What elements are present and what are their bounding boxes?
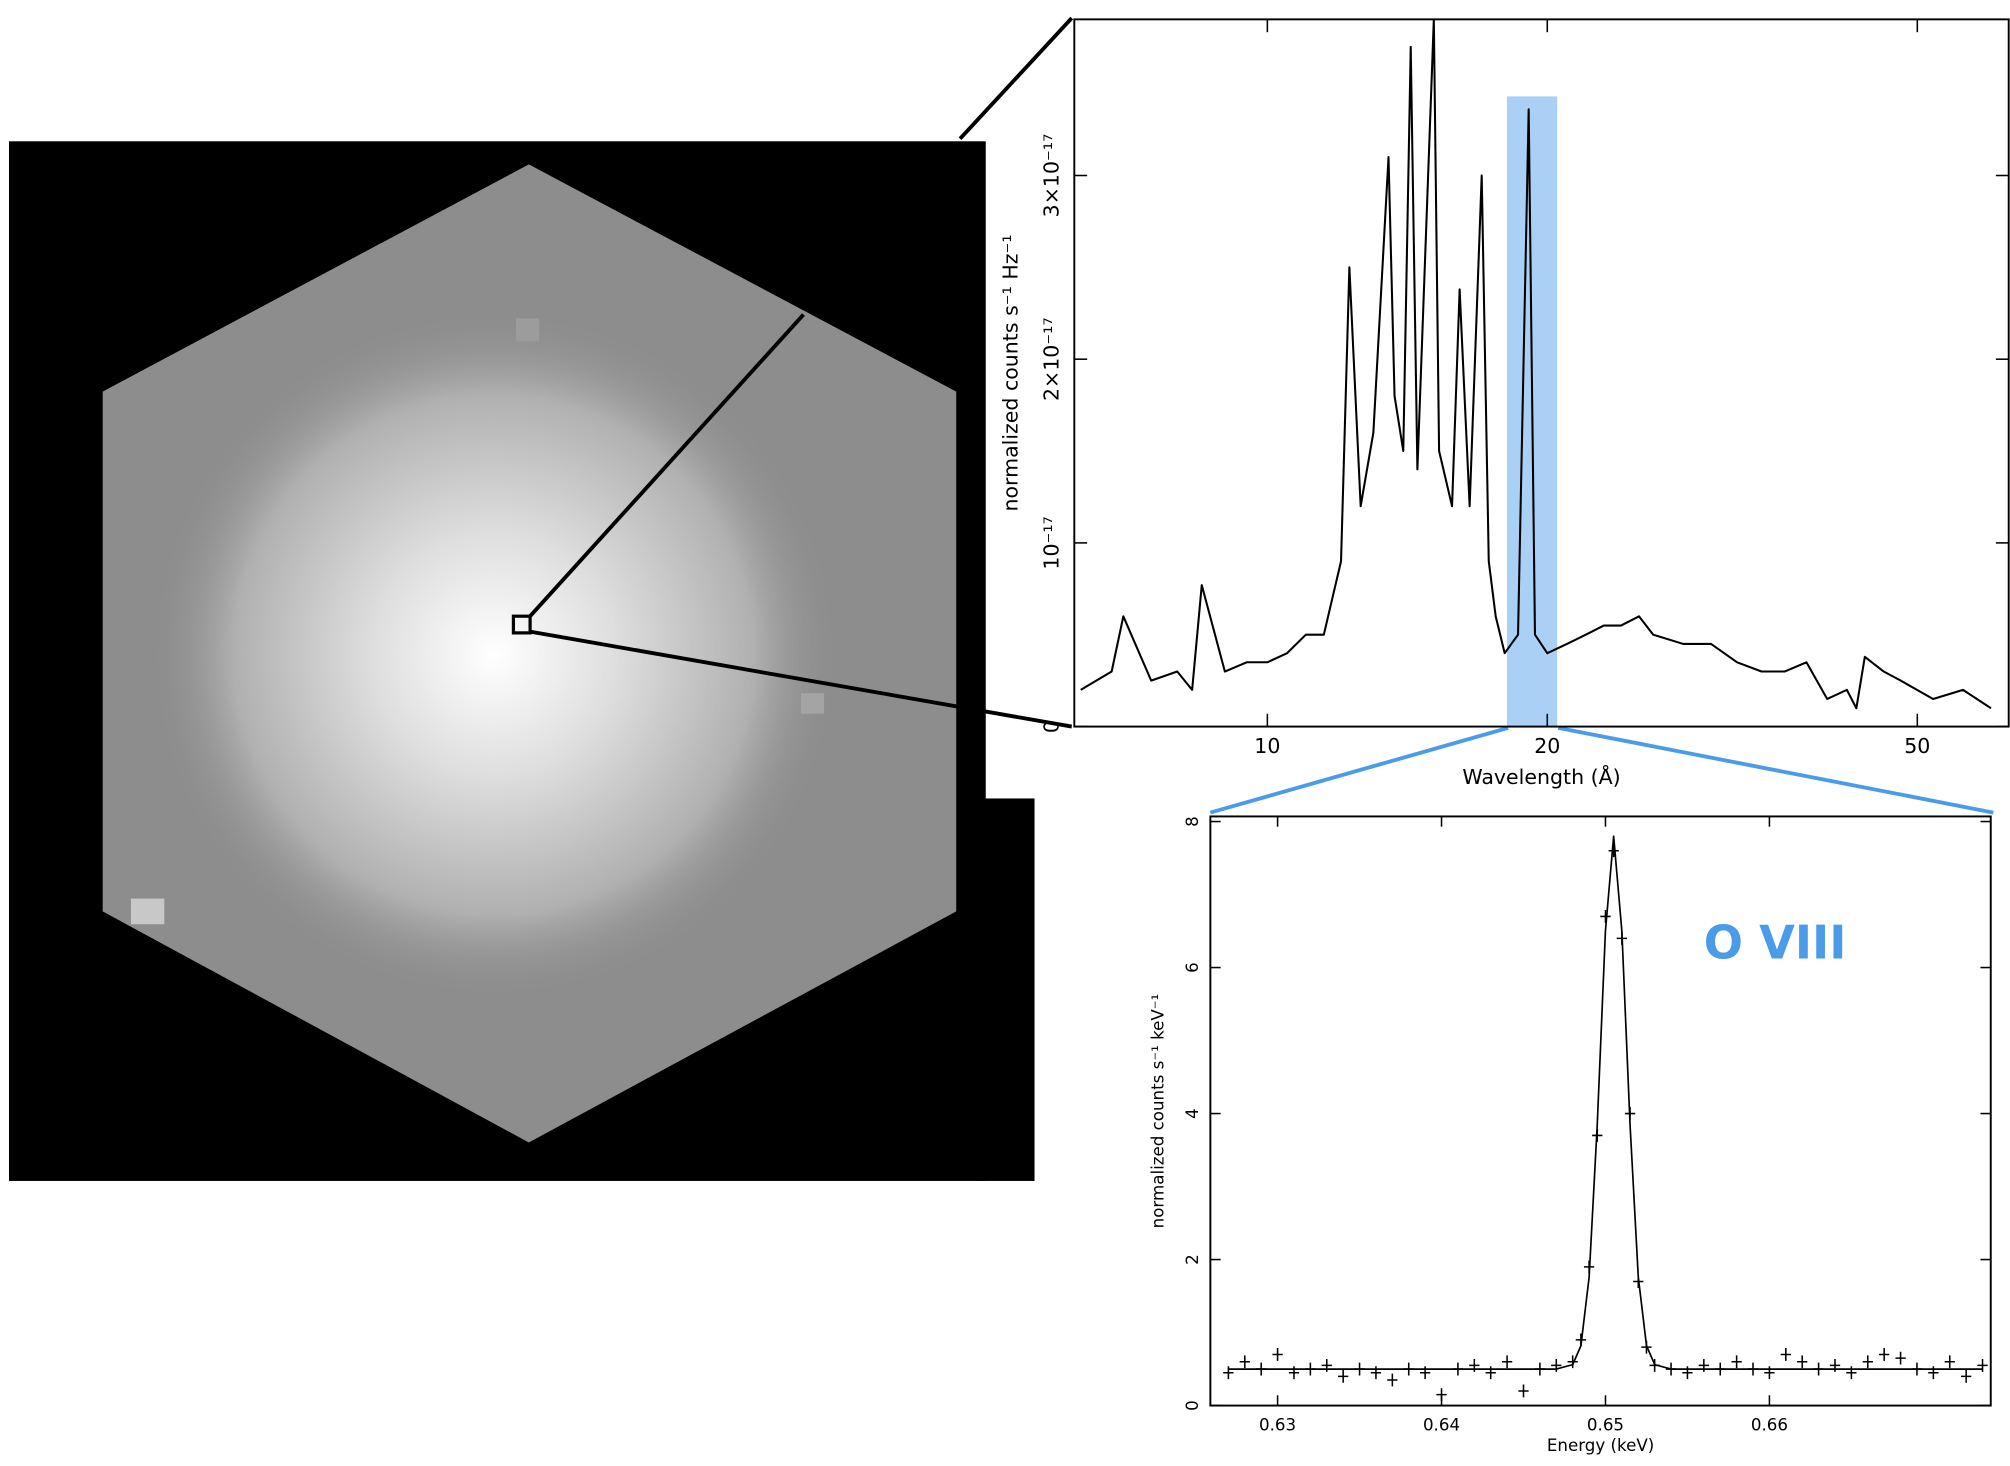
x-tick-label: 0.63 <box>1259 1416 1296 1435</box>
data-point <box>1895 1351 1906 1365</box>
x-tick-label: 0.64 <box>1423 1416 1460 1435</box>
pixel <box>130 898 165 925</box>
zoom-line <box>958 16 1074 141</box>
data-point <box>1272 1348 1283 1361</box>
data-point <box>1518 1384 1529 1398</box>
plot <box>1080 18 1992 727</box>
x-tick-label: 10 <box>1254 734 1280 758</box>
y-tick-label: 4 <box>1183 1108 1202 1119</box>
zoom-line <box>528 313 805 618</box>
data-point <box>1387 1373 1398 1387</box>
plot-frame <box>1209 815 1992 1407</box>
data-point <box>1862 1355 1873 1369</box>
data-point <box>1567 1355 1578 1369</box>
y-tick-label: 2×10⁻¹⁷ <box>1039 317 1063 401</box>
data-point <box>1764 1366 1775 1380</box>
y-tick-label: 0 <box>1039 720 1063 733</box>
data-point <box>1420 1366 1431 1380</box>
zoom-lines <box>528 16 1994 815</box>
data-point <box>1600 910 1611 923</box>
plot <box>1223 835 1988 1402</box>
data-point <box>1731 1355 1742 1369</box>
data-point <box>1879 1348 1890 1361</box>
pixel <box>800 693 825 714</box>
data-point <box>1338 1369 1349 1383</box>
y-tick-label: 8 <box>1183 816 1202 827</box>
data-point <box>1501 1355 1513 1369</box>
x-axis-label: Energy (keV) <box>1547 1436 1654 1455</box>
annotation: O VIII <box>1704 916 1847 970</box>
y-tick-label: 10⁻¹⁷ <box>1039 516 1063 569</box>
data-point <box>1780 1348 1791 1361</box>
x-axis-label: Wavelength (Å) <box>1462 763 1620 789</box>
data-point <box>1288 1366 1300 1380</box>
zoom-line <box>1209 726 1509 815</box>
x-tick-label: 0.66 <box>1751 1416 1788 1435</box>
y-tick-label: 6 <box>1183 962 1202 973</box>
data-point <box>1223 1366 1234 1380</box>
data-point <box>1977 1359 1988 1372</box>
x-tick-label: 50 <box>1904 734 1930 758</box>
data-point <box>1944 1355 1955 1369</box>
region-marker <box>511 614 532 635</box>
data-point <box>1485 1366 1496 1380</box>
zoom-line <box>529 629 1073 729</box>
y-tick-label: 2 <box>1183 1254 1202 1265</box>
data-point <box>1608 844 1619 858</box>
data-point <box>1797 1355 1808 1369</box>
data-point <box>1239 1355 1250 1369</box>
zoom-line <box>1557 725 1994 815</box>
data-point <box>1846 1366 1857 1380</box>
data-point <box>1961 1369 1972 1383</box>
plot-frame <box>1073 18 2010 728</box>
data-line <box>1080 18 1992 710</box>
x-tick-label: 0.65 <box>1587 1416 1624 1435</box>
x-tick-label: 20 <box>1534 734 1560 758</box>
data-line <box>1228 835 1983 1370</box>
y-tick-label: 3×10⁻¹⁷ <box>1039 134 1063 218</box>
y-axis-label: normalized counts s⁻¹ Hz⁻¹ <box>998 234 1022 511</box>
y-axis-label: normalized counts s⁻¹ keV⁻¹ <box>1149 994 1168 1229</box>
image-background <box>975 798 1035 1181</box>
pixel <box>515 318 540 342</box>
detector-image <box>8 141 1035 1181</box>
emission-blob <box>147 308 841 1002</box>
y-tick-label: 0 <box>1183 1400 1202 1411</box>
data-point <box>1928 1366 1939 1380</box>
data-point <box>1682 1366 1693 1380</box>
data-point <box>1370 1366 1382 1380</box>
